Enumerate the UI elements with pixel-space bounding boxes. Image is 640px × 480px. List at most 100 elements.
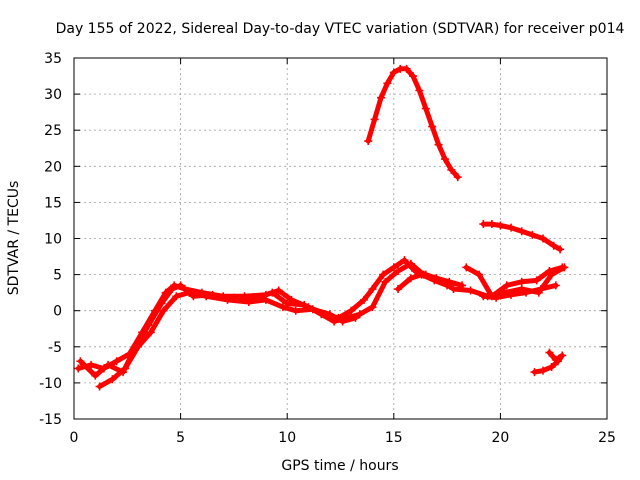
data-point [112,357,121,366]
y-tick-label: 20 [44,159,62,175]
data-point [359,295,368,304]
data-point [364,137,373,146]
data-point [408,72,417,81]
data-point [507,223,516,232]
x-tick-label: 0 [70,430,79,446]
data-point [430,276,439,285]
data-point [347,306,356,315]
data-point [558,263,567,272]
tick-layer: 0 5 10 15 20 25 -15 -10 -5 0 5 10 15 20 25 30 35 [39,51,616,446]
data-point [428,122,437,131]
data-point [368,285,377,294]
data-point [133,342,142,351]
data-point [539,366,548,375]
y-tick-label: 0 [53,304,62,320]
data-point [202,292,211,301]
data-point [549,241,558,250]
data-point [338,317,347,326]
data-point [502,281,511,290]
data-point [479,292,488,301]
data-point [172,292,181,301]
data-point [400,256,409,265]
data-point [185,288,194,297]
data-point [394,285,403,294]
data-point [417,270,426,279]
data-point [223,295,232,304]
data-point [368,303,377,312]
data-point [517,277,526,286]
data-point [487,220,496,229]
data-point [377,93,386,102]
data-point [370,115,379,124]
data-point [402,64,411,73]
series-line [77,261,567,379]
y-axis-label: SDTVAR / TECUs [6,181,22,296]
data-point [168,285,177,294]
data-point [521,288,530,297]
series-track-upper-decline [479,220,565,254]
grid-layer [74,58,607,419]
data-point [449,285,458,294]
x-tick-label: 25 [598,430,616,446]
series-track-main-b [76,259,569,380]
x-axis-label: GPS time / hours [281,458,398,474]
data-point [556,245,565,254]
data-point [87,360,96,369]
data-point [351,313,360,322]
data-point [176,281,185,290]
data-point [466,286,475,295]
data-point [355,310,364,319]
data-point [475,270,484,279]
y-tick-label: 35 [44,51,62,67]
y-tick-label: 15 [44,195,62,211]
data-point [453,173,462,182]
data-point [496,221,505,230]
y-tick-label: -10 [39,376,62,392]
data-point [532,276,541,285]
data-point [517,227,526,236]
series-track-main-c [95,288,360,391]
data-point [389,263,398,272]
series-track-low-a [394,270,452,294]
series-track-high-arc [364,64,462,182]
data-point [528,230,537,239]
data-point [492,293,501,302]
data-point [325,310,334,319]
series-layer [74,64,569,391]
data-point [545,266,554,275]
data-point [159,306,168,315]
x-tick-label: 5 [176,430,185,446]
data-point [415,86,424,95]
data-point [268,288,277,297]
data-point [278,303,287,312]
data-point [394,266,403,275]
data-point [434,140,443,149]
x-tick-label: 10 [278,430,296,446]
data-point [274,286,283,295]
series-line [463,264,565,299]
data-point [144,321,153,330]
data-point [157,299,166,308]
data-point [421,104,430,113]
x-tick-label: 15 [385,430,403,446]
data-point [383,79,392,88]
data-point [547,363,556,372]
data-point [121,364,130,373]
data-point [507,290,516,299]
data-point [536,285,545,294]
y-tick-label: 30 [44,87,62,103]
series-track-negative-hook [530,348,567,377]
data-point [551,281,560,290]
series-line [97,290,358,389]
data-point [479,220,488,229]
x-tick-label: 20 [491,430,509,446]
data-point [308,305,317,314]
data-point [379,270,388,279]
data-point [291,306,300,315]
data-point [406,259,415,268]
chart-title: Day 155 of 2022, Sidereal Day-to-day VTE… [56,21,625,37]
data-point [545,348,554,357]
y-tick-label: -5 [48,340,62,356]
data-point [558,351,567,360]
data-point [462,263,471,272]
